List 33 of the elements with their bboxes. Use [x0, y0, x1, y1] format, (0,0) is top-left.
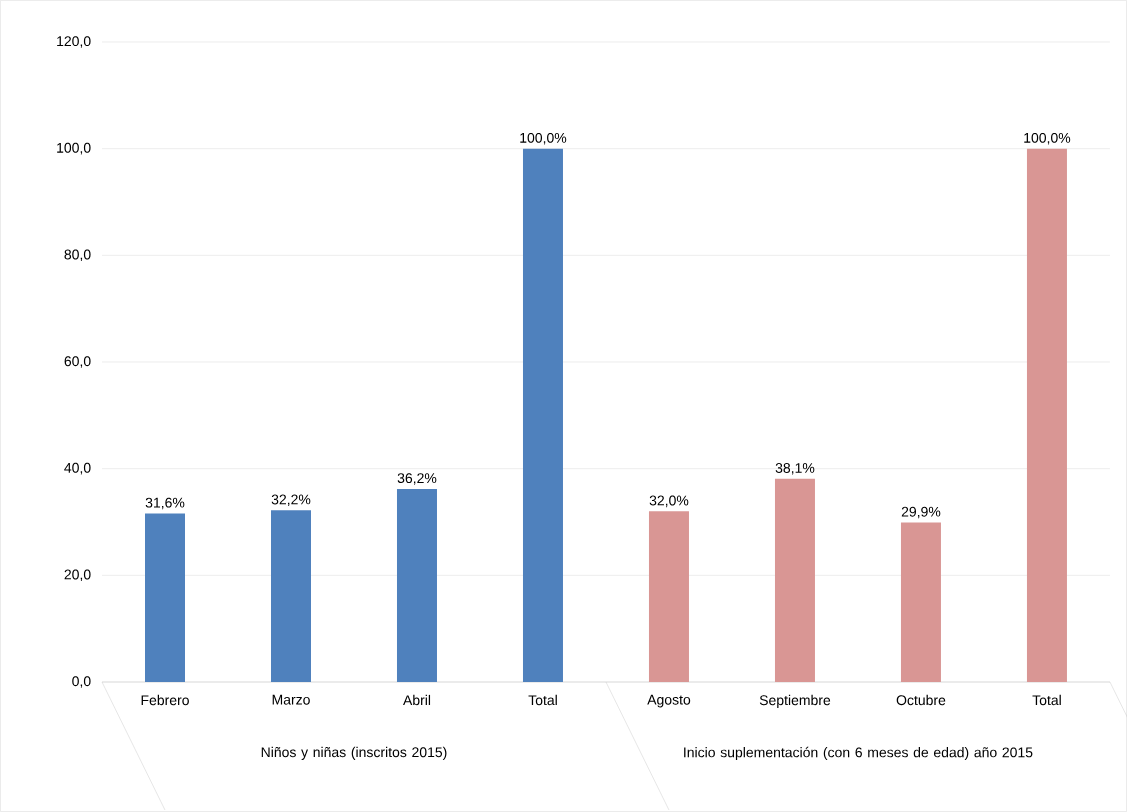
data-label: 32,2%: [271, 494, 311, 507]
text: Niños y niñas (inscritos 2015): [261, 746, 447, 760]
text: Inicio suplementación (con 6 meses de edad) año 2015: [684, 746, 1033, 761]
y-tick-label: 0,0: [72, 676, 91, 688]
y-tick-label: 20,0: [64, 569, 91, 582]
data-label: 38,1%: [775, 463, 815, 475]
bar: [648, 511, 689, 682]
x-tick-label: Agosto: [647, 694, 691, 708]
data-label: 36,2%: [397, 473, 437, 485]
y-tick-label: 40,0: [64, 462, 91, 475]
x-tick-label: Febrero: [141, 694, 189, 706]
x-tick-label: Total: [1032, 694, 1061, 706]
bar: [396, 488, 437, 682]
x-tick-label: Total: [528, 694, 557, 706]
y-tick-label: 100,0: [57, 142, 91, 155]
x-tick-label: Marzo: [272, 694, 310, 705]
y-tick-label: 60,0: [64, 356, 91, 368]
bar: [270, 510, 311, 682]
data-label: 32,0%: [649, 495, 689, 508]
y-tick-label: 80,0: [64, 249, 91, 262]
bar: [774, 478, 815, 682]
data-label: 29,9%: [901, 506, 941, 519]
data-label: 31,6%: [145, 497, 185, 510]
bar: [900, 522, 941, 682]
bar: [145, 513, 185, 682]
x-tick-label: Septiembre: [759, 694, 831, 708]
data-label: 100,0%: [1024, 132, 1071, 145]
bar: [522, 148, 563, 682]
x-tick-label: Octubre: [896, 694, 946, 706]
x-tick-label: Abril: [403, 694, 431, 706]
y-tick-label: 120,0: [57, 36, 91, 48]
data-label: 100,0%: [520, 132, 567, 145]
bar: [1026, 148, 1067, 682]
